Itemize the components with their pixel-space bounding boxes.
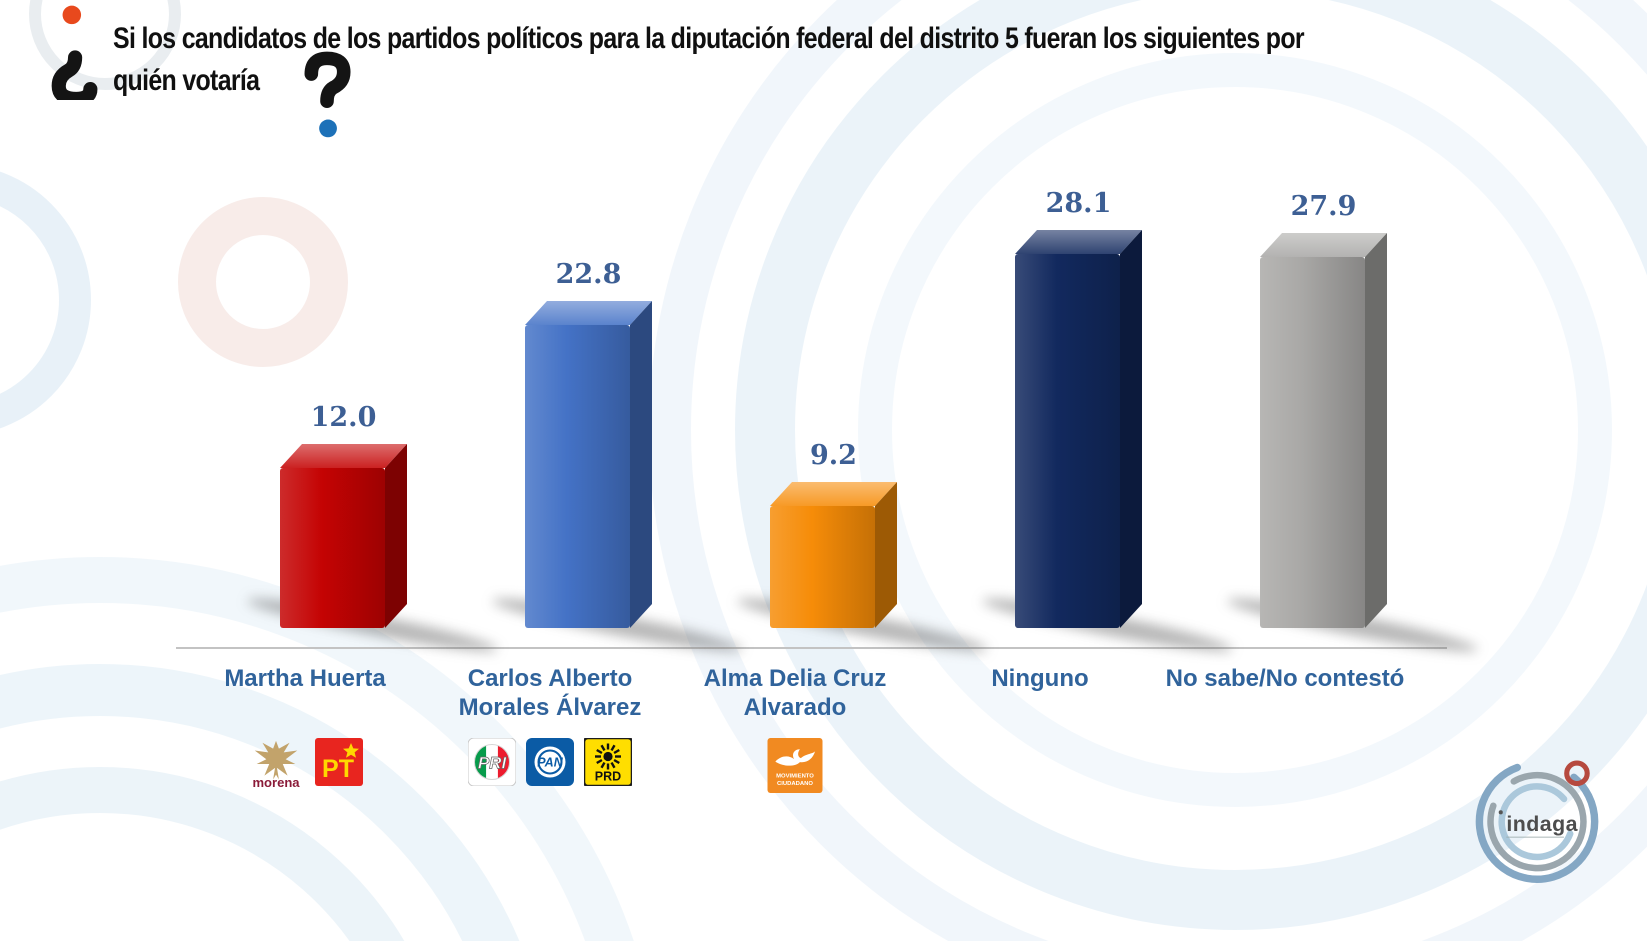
party-logos-row: PRI PAN PRD <box>467 736 634 791</box>
question-mark-icon <box>300 50 354 147</box>
bar-column-2 <box>525 301 652 628</box>
party-logos-row: MOVIMIENTO CIUDADANO <box>767 738 823 798</box>
svg-text:PAN: PAN <box>537 756 563 770</box>
svg-text:MOVIMIENTO: MOVIMIENTO <box>776 773 814 779</box>
svg-text:PRI: PRI <box>478 754 508 773</box>
party-logo-prd-icon: PRD <box>582 736 634 791</box>
party-logo-pan-icon: PAN <box>526 738 574 791</box>
svg-text:morena: morena <box>252 775 300 790</box>
bar-value-label: 28.1 <box>1045 188 1112 219</box>
indaga-logo: indaga <box>1458 738 1616 901</box>
bar-value-label: 27.9 <box>1290 191 1357 222</box>
category-label: Martha Huerta <box>224 665 386 692</box>
question-title-line1: Si los candidatos de los partidos políti… <box>113 22 1305 55</box>
bar-column-5 <box>1260 233 1387 628</box>
party-logo-pri-icon: PRI <box>467 737 517 791</box>
party-logo-pt-icon: PT <box>315 738 363 791</box>
category-label: Alma Delia Cruz Alvarado <box>703 665 887 722</box>
indaga-logo-text: indaga <box>1506 812 1578 836</box>
bar-value-label: 9.2 <box>810 440 857 471</box>
bar-column-1 <box>280 444 407 628</box>
party-logo-mc-icon: MOVIMIENTO CIUDADANO <box>767 738 823 798</box>
bar-column-3 <box>770 482 897 628</box>
svg-text:PRD: PRD <box>595 770 621 784</box>
category-label: No sabe/No contestó <box>1165 665 1405 692</box>
category-label: Carlos Alberto Morales Álvarez <box>458 665 642 722</box>
question-title-line2: quién votaría <box>113 64 260 97</box>
party-logo-morena-icon: morena <box>247 738 305 797</box>
party-logos-row: morena PT <box>247 738 363 797</box>
inverted-question-mark-icon <box>46 4 102 107</box>
bar-value-label: 12.0 <box>310 402 377 433</box>
x-axis-baseline <box>176 647 1447 649</box>
svg-text:PT: PT <box>322 755 354 783</box>
bar-value-label: 22.8 <box>555 259 622 290</box>
category-label: Ninguno <box>991 665 1089 692</box>
bar-column-4 <box>1015 230 1142 628</box>
svg-text:CIUDADANO: CIUDADANO <box>777 781 813 787</box>
